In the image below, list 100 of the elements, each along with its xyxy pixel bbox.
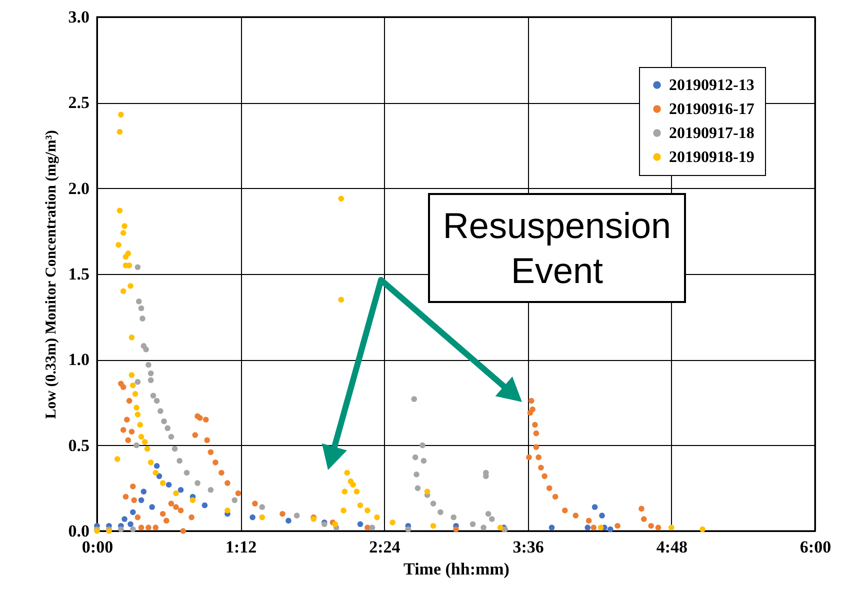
y-axis-title: Low (0.33m) Monitor Concentration (mg/m³): [43, 130, 60, 419]
point: [118, 526, 124, 532]
point: [259, 504, 266, 510]
y-tick-label: 0.0: [68, 522, 90, 540]
y-tick-label: 1.0: [68, 350, 90, 370]
point: [128, 428, 135, 435]
point: [218, 470, 224, 476]
legend-label: 20190918-19: [669, 149, 754, 166]
point: [259, 514, 266, 520]
point: [357, 521, 364, 528]
x-tick-label: 1:12: [226, 538, 257, 556]
point: [668, 524, 674, 530]
point: [204, 437, 210, 444]
point: [424, 488, 430, 495]
point: [342, 488, 348, 495]
y-tick-label: 2.5: [68, 93, 90, 112]
point: [542, 473, 548, 480]
y-tick-label: 2.0: [68, 178, 90, 198]
point: [136, 298, 142, 304]
point: [134, 264, 141, 270]
point: [354, 488, 360, 495]
point: [134, 412, 141, 418]
x-tick-label: 6:00: [800, 538, 832, 556]
point: [344, 470, 350, 476]
point: [552, 494, 558, 500]
point: [173, 490, 179, 496]
point: [235, 490, 242, 496]
y-tick-label: 1.5: [68, 264, 90, 284]
point: [364, 524, 370, 530]
point: [144, 446, 150, 452]
point: [128, 283, 134, 289]
point: [338, 196, 344, 202]
point: [148, 460, 154, 466]
point: [176, 458, 182, 464]
point: [584, 524, 591, 530]
point: [130, 509, 136, 516]
point: [150, 392, 156, 399]
point: [138, 434, 144, 440]
x-tick-label: 3:36: [512, 538, 544, 556]
point: [438, 509, 444, 516]
point: [178, 486, 184, 493]
point: [142, 438, 148, 445]
point: [614, 522, 620, 529]
point: [158, 408, 164, 414]
point: [411, 396, 418, 402]
point: [430, 522, 436, 529]
point: [132, 391, 138, 397]
point: [453, 526, 459, 532]
point: [168, 434, 174, 440]
point: [128, 521, 134, 528]
point: [286, 518, 292, 524]
point: [532, 422, 538, 428]
point: [180, 528, 186, 534]
point: [374, 514, 380, 520]
point: [124, 416, 130, 423]
point: [420, 442, 426, 448]
point: [122, 516, 128, 522]
point: [149, 504, 155, 510]
point: [208, 486, 214, 493]
point: [116, 128, 123, 135]
point: [122, 223, 128, 229]
point: [607, 526, 614, 532]
point: [197, 415, 203, 421]
point: [188, 514, 194, 520]
point: [470, 521, 476, 528]
point: [332, 521, 338, 528]
point: [138, 305, 144, 312]
point: [148, 370, 154, 376]
point: [533, 430, 540, 436]
point: [390, 520, 396, 526]
point: [280, 510, 286, 517]
point: [224, 508, 230, 514]
point: [128, 334, 135, 340]
point: [192, 432, 198, 438]
point: [480, 524, 486, 530]
point: [161, 418, 167, 424]
point: [146, 524, 152, 530]
point: [122, 494, 129, 500]
point: [638, 506, 644, 512]
point: [120, 230, 126, 236]
point: [137, 422, 143, 428]
point: [294, 512, 300, 518]
y-tick-label: 3.0: [68, 8, 90, 26]
point: [528, 398, 534, 404]
point: [134, 379, 141, 385]
point: [164, 425, 171, 432]
legend-label: 20190912-13: [669, 77, 754, 94]
point: [140, 488, 147, 495]
point: [700, 526, 706, 532]
point: [338, 296, 344, 303]
point: [655, 524, 662, 530]
x-tick-label: 0:00: [82, 538, 114, 556]
point: [357, 502, 364, 508]
point: [134, 404, 140, 411]
point: [118, 112, 124, 118]
point: [412, 454, 418, 460]
x-tick-label: 2:24: [369, 538, 401, 556]
point: [526, 454, 532, 460]
point: [163, 518, 170, 524]
point: [138, 524, 144, 530]
